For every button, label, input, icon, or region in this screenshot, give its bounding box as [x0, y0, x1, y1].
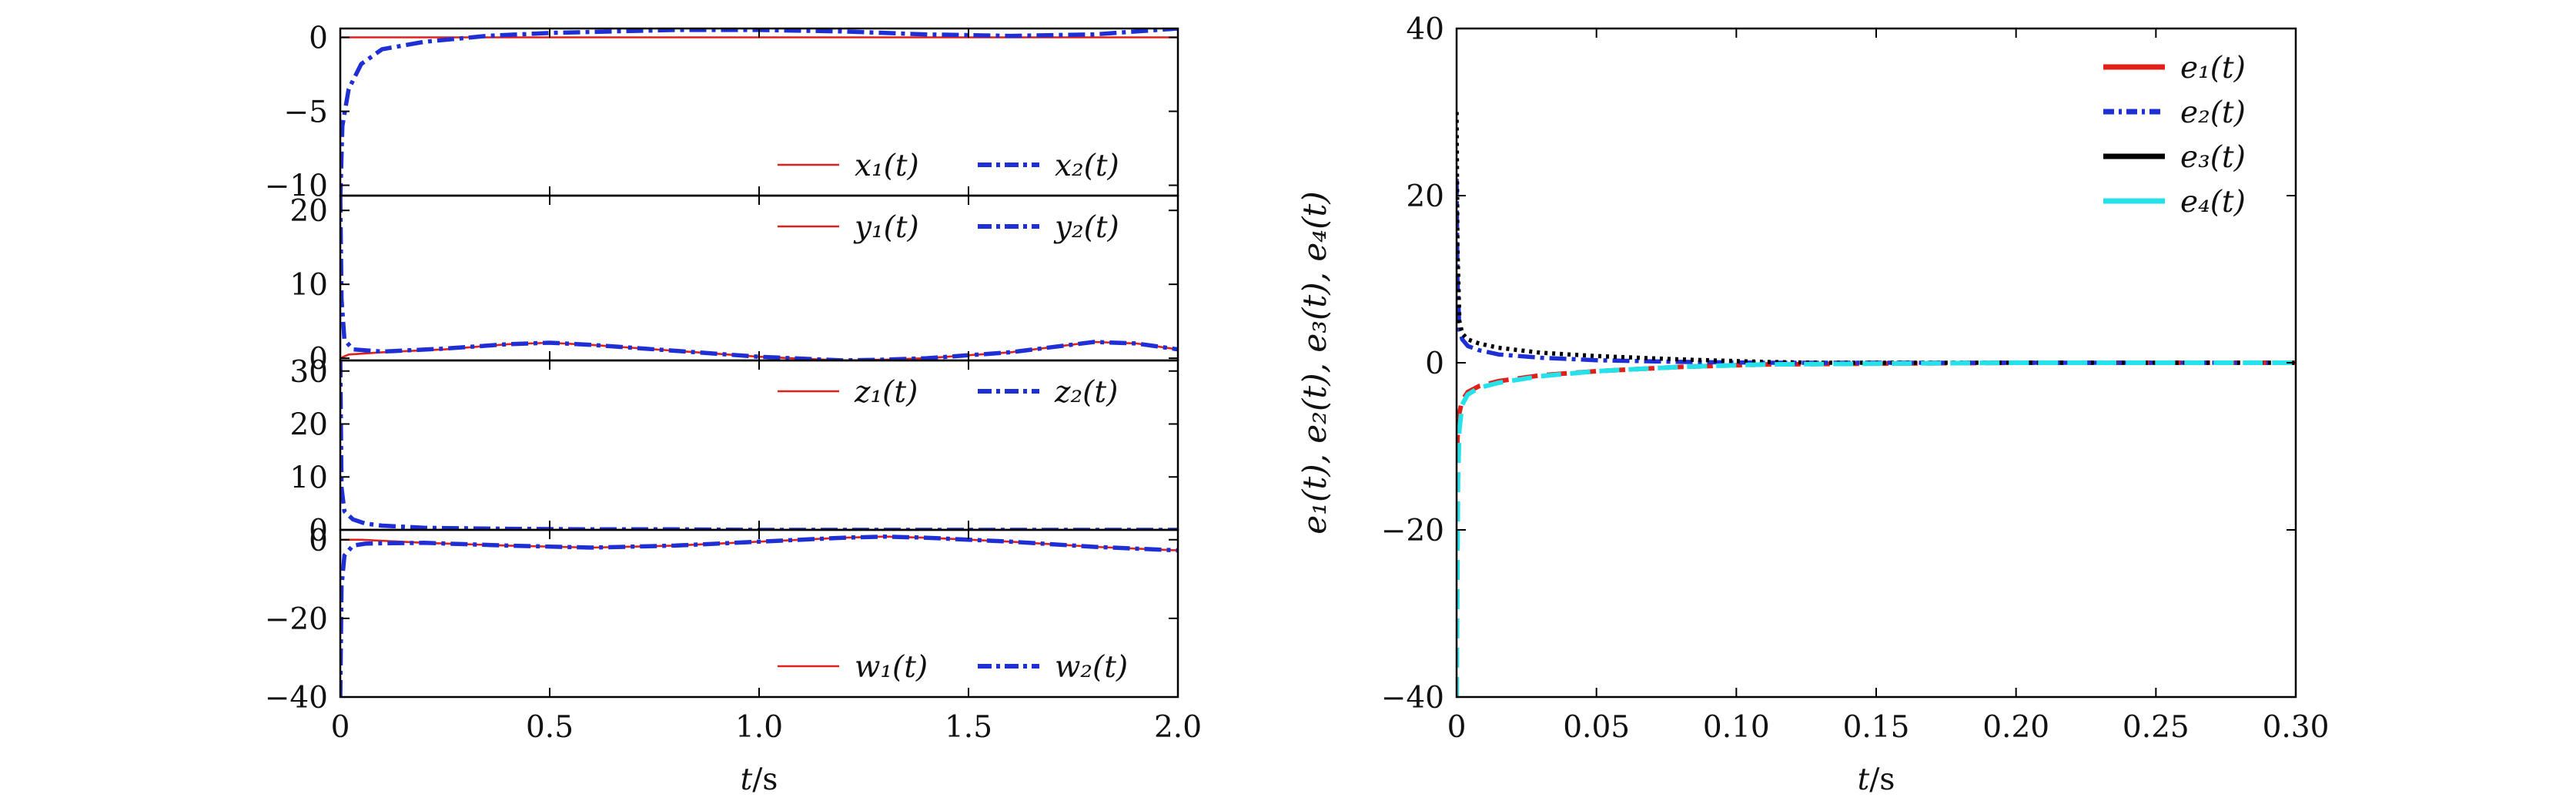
y-tick-label: −20: [1381, 514, 1444, 548]
plot-frame: [339, 528, 1179, 699]
y-tick-label: −40: [1381, 681, 1444, 715]
x-tick-label: 0.25: [2123, 710, 2190, 745]
y-tick-label: −10: [265, 169, 328, 204]
legend-label: e₁(t): [2180, 51, 2246, 85]
y-tick-label: 40: [1406, 12, 1444, 47]
legend-label: z₁(t): [854, 375, 918, 410]
y-tick-label: 10: [289, 461, 328, 495]
legend-label: e₃(t): [2180, 140, 2246, 175]
y-tick-label: 0: [309, 514, 328, 548]
y-tick-label: 30: [289, 355, 328, 390]
x-tick-label: 0.10: [1703, 710, 1770, 745]
x-tick-label: 1.5: [945, 710, 992, 745]
series-line-w₂(t): [340, 534, 1178, 697]
legend-label: x₁(t): [855, 149, 919, 183]
x-tick-label: 0.30: [2263, 710, 2330, 745]
plot-frame: [339, 27, 1179, 197]
plot-frame: [339, 359, 1179, 531]
legend: w₁(t) w₂(t): [778, 650, 1128, 685]
y-tick-label: −40: [265, 681, 328, 715]
legend-label: y₁(t): [853, 210, 919, 245]
series-line-x₂(t): [340, 28, 1178, 196]
x-tick-label: 0.20: [1982, 710, 2049, 745]
legend: e₁(t) e₂(t) e₃(t) e₄(t): [2103, 51, 2246, 220]
legend: z₁(t) z₂(t): [778, 375, 1118, 410]
series-group: [340, 28, 1178, 196]
y-tick-label: 20: [289, 194, 328, 229]
y-tick-label: 20: [1406, 179, 1444, 214]
y-tick-label: −5: [284, 96, 329, 130]
series-line-y₂(t): [340, 196, 1178, 360]
series-group: [1457, 112, 2296, 697]
legend-label: y₂(t): [1053, 210, 1119, 245]
y-tick-label: 0: [309, 342, 328, 377]
panel-left-middle-2: 30 20 10 0 z₁(t) z₂(t): [289, 355, 1179, 548]
legend: y₁(t) y₂(t): [778, 210, 1119, 245]
legend-label: z₂(t): [1054, 375, 1118, 410]
panel-left-middle-1: 20 10 0 y₁(t) y₂(t): [289, 194, 1179, 377]
series-group: [340, 360, 1178, 530]
series-line-e₁(t): [1457, 360, 2296, 455]
y-tick-label: 20: [289, 408, 328, 443]
x-tick-label: 0: [331, 710, 350, 745]
legend: x₁(t) x₂(t): [778, 149, 1119, 183]
legend-label: e₄(t): [2180, 185, 2246, 220]
x-tick-label: 0.5: [526, 710, 574, 745]
plot-frame: [339, 194, 1179, 362]
y-tick-label: −20: [265, 602, 328, 637]
x-tick-label: 0.15: [1843, 710, 1910, 745]
panel-left-bottom: 0−20−400 0.5 1.0 1.5 2.0t/sw₁(t) w₂(t): [265, 524, 1202, 797]
legend-label: w₂(t): [1055, 650, 1128, 685]
series-line-e₂(t): [1457, 179, 2296, 365]
legend-label: x₂(t): [1055, 149, 1119, 183]
x-tick-label: 0.05: [1563, 710, 1630, 745]
panel-left-top: 0 −5 −10 x₁(t) x₂(t): [265, 22, 1179, 204]
y-tick-label: 0: [309, 524, 328, 558]
x-tick-label: 0: [1447, 710, 1467, 745]
series-line-e₃(t): [1457, 112, 2296, 365]
x-axis-label: t/s: [741, 762, 778, 797]
x-tick-label: 1.0: [735, 710, 783, 745]
y-tick-label: 0: [1425, 347, 1444, 381]
x-tick-label: 2.0: [1154, 710, 1202, 745]
series-line-z₂(t): [340, 360, 1178, 530]
legend-label: w₁(t): [855, 650, 928, 685]
x-axis-label: t/s: [1858, 762, 1895, 797]
y-tick-label: 10: [289, 268, 328, 303]
series-line-e₄(t): [1457, 360, 2296, 697]
series-group: [340, 534, 1178, 697]
y-tick-label: 0: [309, 22, 328, 56]
series-group: [340, 196, 1178, 360]
y-axis-label: e₁(t), e₂(t), e₃(t), e₄(t): [1296, 191, 1333, 534]
legend-label: e₂(t): [2180, 96, 2246, 130]
